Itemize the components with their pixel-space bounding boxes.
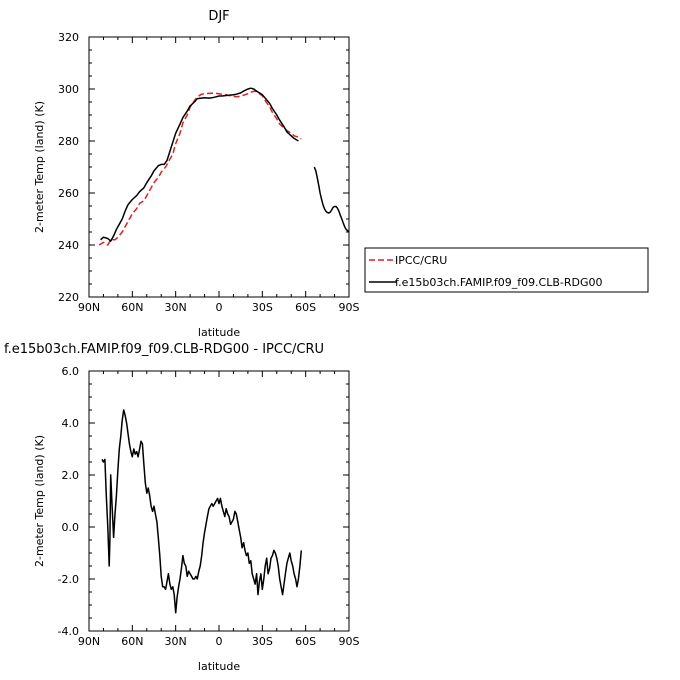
y-tick-label: 2.0 bbox=[62, 469, 80, 482]
x-tick-label: 30S bbox=[252, 635, 273, 648]
plot-frame bbox=[88, 36, 350, 298]
plot-title: DJF bbox=[208, 9, 229, 24]
x-tick-label: 0 bbox=[216, 301, 223, 314]
y-axis-title: 2-meter Temp (land) (K) bbox=[33, 101, 46, 233]
x-tick-label: 90S bbox=[339, 301, 360, 314]
x-axis-title: latitude bbox=[198, 660, 240, 673]
series-line-2-seg1 bbox=[100, 87, 299, 242]
x-tick-label: 0 bbox=[216, 635, 223, 648]
y-tick-label: 4.0 bbox=[62, 417, 80, 430]
chart-panel-1: 90N 60N 30N 0 30S 60S 90S 220 240 260 280 300 320 DJF… bbox=[33, 9, 649, 339]
series-line-1 bbox=[101, 409, 303, 614]
chart-panel-2: 90N 60N 30N 0 30S 60S 90S -4.0 -2.0 0.0 2.0 4.0 6.0 f… bbox=[4, 342, 360, 673]
x-tick-label: 60S bbox=[295, 635, 316, 648]
y-tick-label: 320 bbox=[58, 31, 79, 44]
legend-label-2: f.e15b03ch.FAMIP.f09_f09.CLB-RDG00 bbox=[395, 276, 603, 289]
x-tick-label: 30N bbox=[165, 301, 187, 314]
x-tick-label: 60S bbox=[295, 301, 316, 314]
y-tick-label: 220 bbox=[58, 291, 79, 304]
x-tick-label: 90N bbox=[78, 301, 100, 314]
x-tick-label: 30N bbox=[165, 635, 187, 648]
legend: IPCC/CRU f.e15b03ch.FAMIP.f09_f09.CLB-RDG… bbox=[364, 247, 649, 293]
y-tick-label: -2.0 bbox=[58, 573, 79, 586]
x-tick-label: 90N bbox=[78, 635, 100, 648]
y-tick-label: 260 bbox=[58, 187, 79, 200]
x-tick-label: 60N bbox=[121, 635, 143, 648]
plot-title: f.e15b03ch.FAMIP.f09_f09.CLB-RDG00 - IPC… bbox=[4, 342, 324, 357]
y-tick-label: 6.0 bbox=[62, 365, 80, 378]
x-tick-label: 90S bbox=[339, 635, 360, 648]
y-tick-label: 0.0 bbox=[62, 521, 80, 534]
y-tick-label: -4.0 bbox=[58, 625, 79, 638]
series-line-1 bbox=[98, 90, 302, 246]
x-tick-label: 60N bbox=[121, 301, 143, 314]
x-axis-title: latitude bbox=[198, 326, 240, 339]
y-tick-label: 300 bbox=[58, 83, 79, 96]
legend-label-1: IPCC/CRU bbox=[395, 254, 447, 267]
legend-box bbox=[364, 247, 649, 293]
y-axis-title: 2-meter Temp (land) (K) bbox=[33, 435, 46, 567]
series-line-2-seg2 bbox=[313, 166, 350, 233]
x-tick-label: 30S bbox=[252, 301, 273, 314]
y-tick-label: 280 bbox=[58, 135, 79, 148]
y-tick-label: 240 bbox=[58, 239, 79, 252]
